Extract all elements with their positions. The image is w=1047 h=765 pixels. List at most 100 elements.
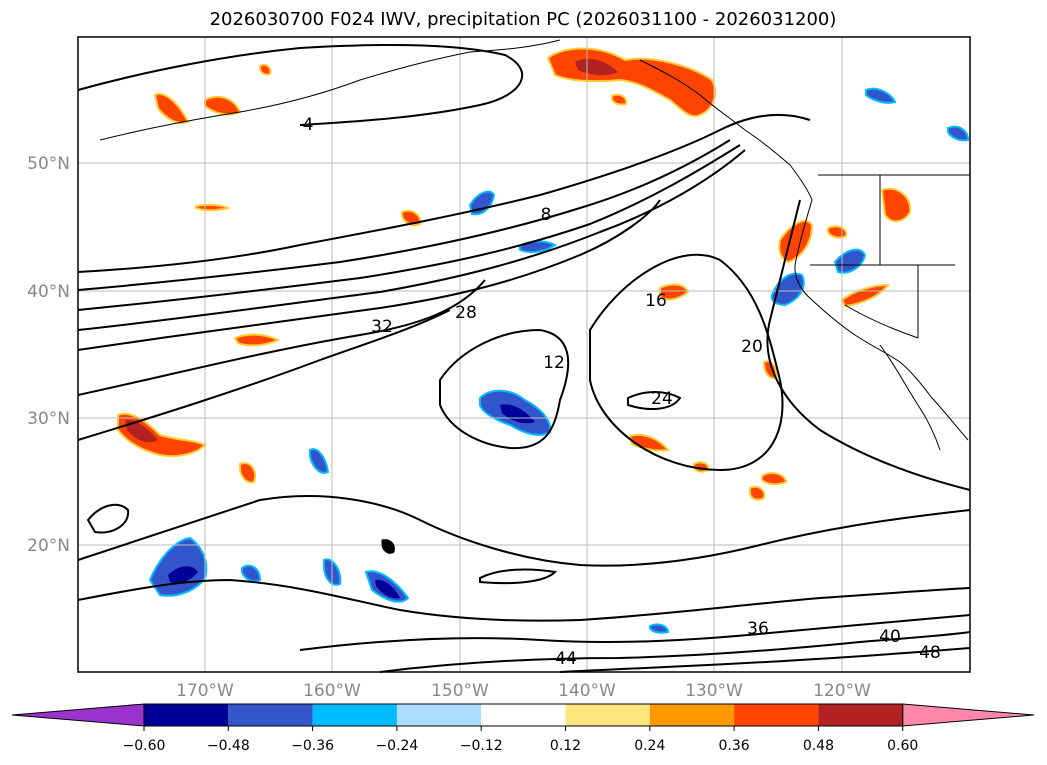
colorbar-tick-label: 0.24 xyxy=(634,738,665,754)
lon-label-130w: 130°W xyxy=(685,681,743,701)
precip-blob-north-3 xyxy=(947,125,970,142)
contour-label-24: 24 xyxy=(651,389,673,409)
plot-background xyxy=(78,37,970,672)
precip-blob-idaho xyxy=(880,187,912,223)
precip-blob-mid-11 xyxy=(259,63,272,76)
longitude-labels: 170°W 160°W 150°W 140°W 130°W 120°W xyxy=(176,681,871,701)
precip-blob-california xyxy=(840,283,890,308)
colorbar-tick-label: −0.48 xyxy=(207,738,250,754)
colorbar-segment xyxy=(312,704,397,726)
precip-blob-south-2 xyxy=(241,564,262,583)
colorbar-segment xyxy=(565,704,650,726)
precip-blob-hawaii-1-core xyxy=(168,566,198,584)
colorbar-segment xyxy=(396,704,482,726)
contour-center-loop xyxy=(589,253,784,472)
contour-28 xyxy=(77,279,486,396)
colorbar-tick-label: −0.24 xyxy=(375,738,418,754)
iwv-contours xyxy=(77,43,971,673)
colorbar-frame xyxy=(143,703,904,727)
precip-blob-mid-4 xyxy=(761,472,788,486)
contour-label-40: 40 xyxy=(879,627,901,647)
colorbar-tick-label: −0.36 xyxy=(291,738,334,754)
contour-36-b xyxy=(77,578,971,622)
colorbar-tick-label: 0.36 xyxy=(719,738,750,754)
colorbar-ticks xyxy=(143,726,904,731)
precip-blob-mid-5 xyxy=(749,485,766,501)
contour-44 xyxy=(379,631,971,673)
precip-blob-mid-8 xyxy=(827,225,848,239)
contour-32 xyxy=(77,309,451,441)
border-us-mexico xyxy=(844,304,919,339)
contour-12 xyxy=(77,139,731,291)
precip-blob-central-pacific-core xyxy=(500,404,535,424)
contour-label-44: 44 xyxy=(555,649,577,669)
contour-8-a xyxy=(77,113,811,273)
contour-20 xyxy=(77,149,746,331)
contour-label-20: 20 xyxy=(741,337,763,357)
plot-frame xyxy=(77,36,971,673)
contour-label-12: 12 xyxy=(543,353,565,373)
colorbar-segment xyxy=(818,704,903,726)
colorbar-tick-label: 0.48 xyxy=(803,738,834,754)
lat-label-50n: 50°N xyxy=(27,154,70,174)
contour-label-8: 8 xyxy=(541,205,552,225)
lon-label-170w: 170°W xyxy=(176,681,234,701)
lon-label-120w: 120°W xyxy=(813,681,871,701)
precip-blob-south-3 xyxy=(649,623,670,634)
plot-area: 4 8 12 16 20 24 28 32 36 40 44 48 xyxy=(77,36,971,673)
colorbar-tick-labels: −0.60 −0.48 −0.36 −0.24 −0.12 0.12 0.24 … xyxy=(123,738,919,754)
colorbar-tick-label: 0.60 xyxy=(887,738,918,754)
coastline-baja xyxy=(879,344,941,451)
contour-label-36: 36 xyxy=(747,619,769,639)
colorbar-segment xyxy=(228,704,313,726)
lon-label-160w: 160°W xyxy=(303,681,361,701)
precip-blob-alaska-core xyxy=(575,58,618,76)
coastline-alaska xyxy=(99,39,561,141)
lat-label-40n: 40°N xyxy=(27,282,70,302)
contour-mid-loop xyxy=(479,568,558,585)
contour-east-trough xyxy=(766,199,971,491)
island-1 xyxy=(381,539,395,554)
precip-blob-mid-3 xyxy=(659,283,690,301)
precip-blob-north-2 xyxy=(865,87,897,104)
lat-label-30n: 30°N xyxy=(27,409,70,429)
precip-blob-hawaii-2-core xyxy=(375,579,400,599)
contour-48 xyxy=(559,647,971,673)
colorbar: −0.60 −0.48 −0.36 −0.24 −0.12 0.12 0.24 … xyxy=(11,703,1035,754)
lon-label-140w: 140°W xyxy=(558,681,616,701)
contour-labels: 4 8 12 16 20 24 28 32 36 40 44 48 xyxy=(303,115,941,669)
precip-blob-aleutian-1 xyxy=(153,93,190,124)
precip-blob-mid-7 xyxy=(195,203,231,212)
precip-blob-mid-6 xyxy=(401,209,422,227)
coastline-west-us xyxy=(794,199,969,441)
lon-label-150w: 150°W xyxy=(431,681,489,701)
contour-16 xyxy=(77,144,741,311)
contour-inner-loop xyxy=(439,328,570,450)
precip-blob-mid-1 xyxy=(233,333,281,347)
precip-blob-west-pacific-core xyxy=(125,419,158,443)
contour-label-4: 4 xyxy=(303,115,314,135)
contour-36-a xyxy=(77,495,971,567)
colorbar-tick-label: −0.12 xyxy=(460,738,503,754)
colorbar-extend-right xyxy=(902,703,1035,727)
contour-label-16: 16 xyxy=(645,291,667,311)
map-title: 2026030700 F024 IWV, precipitation PC (2… xyxy=(210,9,837,30)
colorbar-extend-left xyxy=(11,703,145,727)
coastline-alaska-panhandle xyxy=(639,59,813,201)
latitude-labels: 50°N 40°N 30°N 20°N xyxy=(27,154,70,556)
border-state xyxy=(810,175,955,338)
lat-label-20n: 20°N xyxy=(27,536,70,556)
contour-label-32: 32 xyxy=(371,317,393,337)
contour-40 xyxy=(299,614,971,651)
colorbar-segment xyxy=(144,704,229,726)
colorbar-segment xyxy=(481,704,566,726)
precip-blob-mid-12 xyxy=(611,93,628,106)
contour-label-28: 28 xyxy=(455,303,477,323)
precip-blob-mid-10 xyxy=(239,462,256,484)
colorbar-segment xyxy=(734,704,819,726)
contour-west-loop xyxy=(86,503,130,534)
contour-4 xyxy=(77,43,524,126)
precip-blob-north-1 xyxy=(468,190,496,216)
precip-blob-mid-west xyxy=(309,448,330,474)
